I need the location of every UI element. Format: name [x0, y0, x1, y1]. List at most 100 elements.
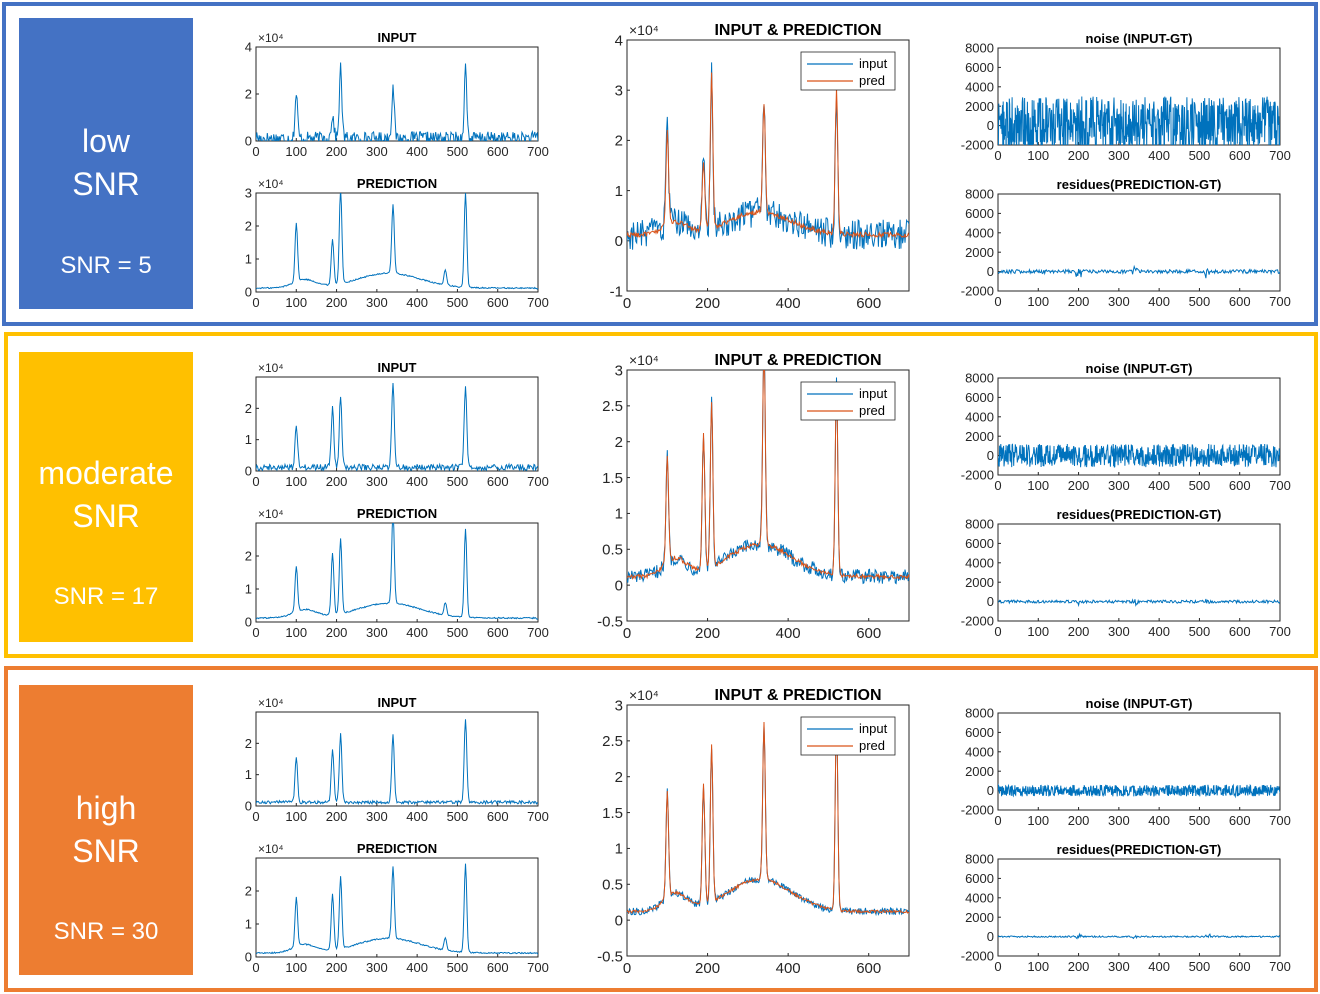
x-tick-label: 400: [776, 295, 801, 312]
y-tick-label: 0: [615, 912, 623, 929]
y-tick-label: 2.5: [602, 733, 623, 750]
y-tick-label: 2000: [965, 429, 994, 444]
x-tick-label: 100: [285, 809, 307, 824]
x-tick-label: 300: [1108, 813, 1130, 828]
y-tick-label: 4000: [965, 744, 994, 759]
y-tick-label: 2.5: [602, 398, 623, 415]
y-exponent-label: ×10⁴: [258, 507, 284, 521]
y-tick-label: 0: [987, 264, 994, 279]
y-tick-label: 2000: [965, 99, 994, 114]
y-tick-label: 2: [615, 434, 623, 451]
x-tick-label: 300: [366, 295, 388, 310]
x-tick-label: 700: [1269, 294, 1291, 309]
y-tick-label: 2000: [965, 764, 994, 779]
y-tick-label: 4000: [965, 79, 994, 94]
y-tick-label: 3: [245, 186, 252, 201]
x-tick-label: 0: [623, 625, 631, 642]
plot-frame: [997, 193, 1281, 292]
y-exponent-label: ×10⁴: [629, 352, 659, 368]
y-tick-label: 6000: [965, 725, 994, 740]
y-tick-label: 1.5: [602, 805, 623, 822]
y-tick-label: 8000: [965, 706, 994, 721]
y-tick-label: 2000: [965, 245, 994, 260]
x-tick-label: 500: [447, 960, 469, 975]
chart-title: INPUT: [378, 30, 417, 45]
x-tick-label: 400: [406, 295, 428, 310]
x-tick-label: 0: [252, 474, 259, 489]
chart-moderate-noise: 0 100 200 300 400 500 600 700-20000200040006000…: [961, 361, 1291, 493]
x-tick-label: 200: [326, 809, 348, 824]
x-tick-label: 600: [1229, 813, 1251, 828]
x-tick-label: 100: [1027, 959, 1049, 974]
x-tick-label: 200: [1068, 478, 1090, 493]
x-tick-label: 600: [1229, 624, 1251, 639]
y-tick-label: 2: [245, 87, 252, 102]
x-tick-label: 400: [1148, 478, 1170, 493]
chart-moderate-prediction: 0 100 200 300 400 500 600 700 0 1 2 PREDICTION ×10⁴: [245, 506, 549, 640]
y-tick-label: -2000: [961, 138, 994, 153]
x-tick-label: 400: [406, 809, 428, 824]
y-tick-label: 2000: [965, 575, 994, 590]
y-tick-label: 2: [245, 549, 252, 564]
row-label-high: high SNR SNR = 30: [19, 685, 193, 975]
x-tick-label: 700: [527, 144, 549, 159]
y-exponent-label: ×10⁴: [258, 31, 284, 45]
row-label-title: low SNR: [19, 120, 193, 206]
x-tick-label: 200: [1068, 294, 1090, 309]
x-tick-label: 300: [1108, 624, 1130, 639]
y-tick-label: 0: [245, 950, 252, 965]
y-exponent-label: ×10⁴: [629, 22, 659, 38]
x-tick-label: 600: [856, 625, 881, 642]
y-tick-label: 0: [245, 799, 252, 814]
x-tick-label: 500: [1189, 624, 1211, 639]
y-tick-label: -1: [610, 283, 623, 300]
series-line-pred: [256, 193, 538, 290]
series-line-input: [256, 382, 538, 471]
chart-title: residues(PREDICTION-GT): [1057, 842, 1222, 857]
plot-frame: [997, 523, 1281, 622]
x-tick-label: 0: [623, 960, 631, 977]
chart-title: noise (INPUT-GT): [1086, 361, 1193, 376]
chart-title: residues(PREDICTION-GT): [1057, 177, 1222, 192]
x-tick-label: 600: [487, 960, 509, 975]
chart-high-noise: 0 100 200 300 400 500 600 700-20000200040006000…: [961, 696, 1291, 828]
plot-frame: [255, 376, 539, 472]
x-tick-label: 0: [994, 813, 1001, 828]
x-tick-label: 500: [447, 295, 469, 310]
y-tick-label: 0: [987, 118, 994, 133]
y-tick-label: 6000: [965, 871, 994, 886]
x-tick-label: 600: [487, 625, 509, 640]
y-tick-label: 4000: [965, 890, 994, 905]
y-tick-label: 1: [615, 506, 623, 523]
plot-frame: [255, 711, 539, 807]
y-tick-label: 1: [615, 183, 623, 200]
x-tick-label: 400: [1148, 813, 1170, 828]
x-tick-label: 200: [326, 295, 348, 310]
y-tick-label: 2: [245, 219, 252, 234]
x-tick-label: 200: [695, 625, 720, 642]
y-tick-label: 0: [615, 577, 623, 594]
legend-label-pred: pred: [859, 403, 885, 418]
x-tick-label: 200: [1068, 813, 1090, 828]
x-tick-label: 100: [1027, 624, 1049, 639]
plot-frame: [997, 858, 1281, 957]
x-tick-label: 500: [1189, 478, 1211, 493]
x-tick-label: 600: [1229, 959, 1251, 974]
x-tick-label: 500: [1189, 148, 1211, 163]
x-tick-label: 300: [366, 960, 388, 975]
x-tick-label: 500: [1189, 813, 1211, 828]
x-tick-label: 200: [695, 295, 720, 312]
y-exponent-label: ×10⁴: [258, 361, 284, 375]
y-tick-label: 0: [987, 594, 994, 609]
y-tick-label: 6000: [965, 60, 994, 75]
x-tick-label: 0: [252, 625, 259, 640]
x-tick-label: 600: [1229, 148, 1251, 163]
x-tick-label: 700: [527, 960, 549, 975]
x-tick-label: 300: [1108, 959, 1130, 974]
series-line-residues: [998, 598, 1280, 608]
y-tick-label: -0.5: [597, 613, 623, 630]
chart-high-input: 0 100 200 300 400 500 600 700 0 1 2 INPUT ×10⁴: [245, 695, 549, 824]
y-tick-label: 4: [245, 40, 252, 55]
y-tick-label: 2000: [965, 910, 994, 925]
